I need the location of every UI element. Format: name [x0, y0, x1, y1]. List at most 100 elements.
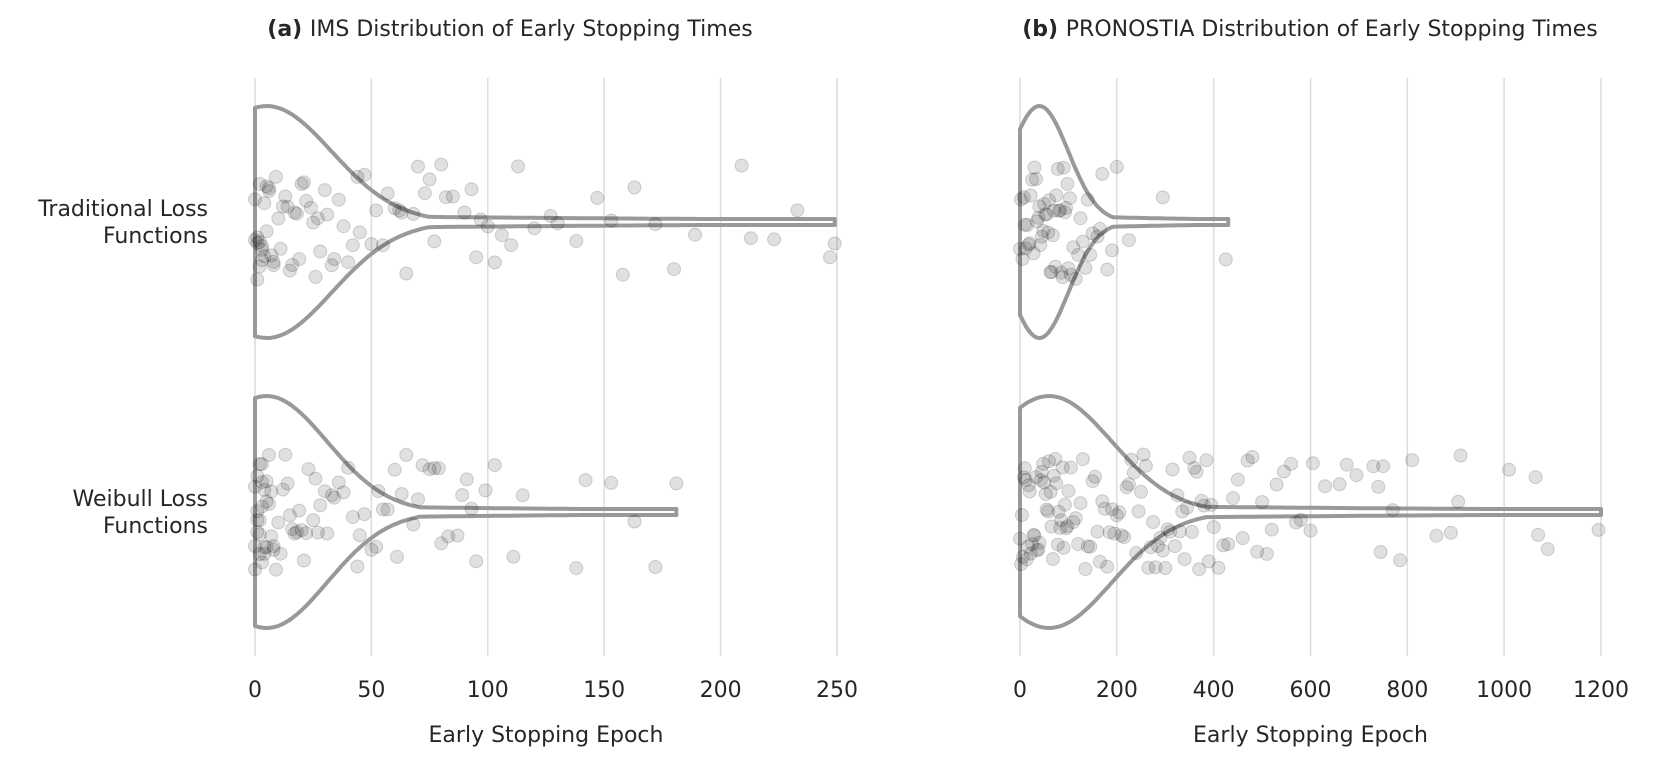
data-point: [255, 499, 269, 514]
data-point: [262, 448, 276, 462]
data-point: [1339, 457, 1354, 472]
data-point: [285, 258, 300, 272]
data-point: [324, 488, 339, 503]
data-point: [1044, 519, 1059, 534]
data-point: [399, 266, 414, 281]
data-point: [487, 458, 502, 473]
data-point: [1197, 498, 1211, 513]
data-point: [1061, 484, 1076, 498]
data-point: [252, 259, 267, 274]
data-point: [1250, 544, 1265, 559]
data-point: [1049, 476, 1064, 491]
data-point: [331, 192, 346, 207]
data-point: [1405, 453, 1420, 468]
data-point: [1177, 552, 1192, 567]
data-point: [1385, 503, 1400, 518]
data-point: [262, 184, 276, 199]
data-point: [259, 494, 274, 509]
data-point: [1042, 193, 1056, 208]
data-point: [480, 219, 495, 234]
data-point: [422, 172, 437, 187]
data-point: [1022, 484, 1037, 499]
data-point: [275, 482, 290, 497]
data-point: [1230, 472, 1245, 487]
data-point: [1105, 243, 1119, 258]
data-point: [1201, 554, 1216, 569]
y-category-label-line: Functions: [103, 514, 208, 539]
data-point: [252, 457, 267, 471]
data-point: [1056, 540, 1071, 555]
data-point: [1100, 262, 1115, 277]
data-point: [459, 472, 474, 487]
data-point: [743, 231, 758, 246]
data-point: [1020, 539, 1035, 554]
data-point: [257, 546, 272, 561]
data-point: [250, 272, 265, 287]
data-point: [1141, 560, 1156, 575]
data-point: [1245, 450, 1260, 464]
data-point: [273, 241, 288, 256]
data-point: [1184, 524, 1199, 539]
data-point: [1066, 515, 1081, 530]
data-point: [434, 536, 449, 551]
data-point: [790, 203, 805, 218]
data-point: [269, 562, 283, 577]
data-point: [1376, 459, 1391, 474]
data-point: [289, 525, 304, 539]
data-point: [1393, 553, 1408, 568]
data-point: [1059, 521, 1073, 536]
data-point: [266, 254, 281, 269]
data-point: [1033, 473, 1048, 488]
y-category-label: Weibull Loss Functions: [73, 487, 209, 539]
data-point: [1062, 191, 1077, 206]
data-point: [1107, 526, 1122, 541]
data-point: [350, 559, 365, 574]
data-point: [250, 504, 265, 519]
data-point: [1014, 508, 1029, 522]
data-point: [1240, 453, 1255, 468]
data-point: [445, 189, 460, 204]
data-point: [1134, 484, 1148, 499]
data-point: [266, 539, 281, 554]
data-point: [310, 525, 325, 540]
data-point: [1226, 491, 1240, 506]
data-point: [275, 199, 290, 214]
x-tick-label: 400: [1193, 678, 1235, 703]
data-point: [294, 177, 309, 191]
data-point: [1033, 238, 1048, 252]
x-tick-label: 0: [1013, 678, 1027, 703]
x-axis-label: Early Stopping Epoch: [429, 723, 664, 748]
data-point: [487, 255, 502, 270]
data-point: [1059, 200, 1073, 215]
data-point: [1027, 528, 1042, 543]
data-point: [1155, 543, 1170, 558]
data-point: [1021, 237, 1036, 252]
chart-title: (b) PRONOSTIA Distribution of Early Stop…: [1022, 17, 1598, 42]
data-point: [1018, 473, 1033, 487]
data-point: [264, 484, 279, 499]
data-point: [1031, 542, 1046, 557]
data-point: [627, 180, 642, 195]
data-point: [331, 475, 346, 490]
data-point: [269, 169, 283, 184]
data-point: [303, 200, 318, 215]
data-point: [250, 513, 265, 527]
data-point: [434, 157, 449, 172]
data-point: [1071, 247, 1086, 262]
data-point: [1090, 524, 1105, 539]
data-point: [271, 211, 286, 226]
data-point: [252, 177, 267, 191]
data-point: [250, 525, 265, 540]
data-point: [1131, 504, 1146, 519]
data-point: [427, 234, 442, 249]
data-point: [1121, 477, 1136, 492]
data-point: [1119, 480, 1134, 495]
data-point: [478, 483, 493, 498]
data-point: [1090, 229, 1105, 244]
data-point: [1058, 497, 1072, 512]
data-point: [1039, 207, 1054, 222]
data-point: [1165, 462, 1180, 477]
data-point: [1078, 260, 1093, 275]
data-point: [317, 183, 332, 198]
data-point: [1071, 537, 1086, 551]
